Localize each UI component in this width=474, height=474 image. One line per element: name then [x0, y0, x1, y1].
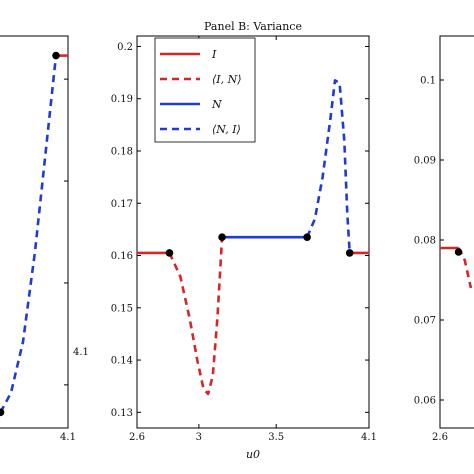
legend-label-i: I	[211, 48, 217, 61]
legend-label-n: N	[211, 98, 222, 111]
left-switch-point	[0, 408, 5, 417]
middle-y-tick-label: 0.2	[117, 42, 133, 53]
right-y-tick-label: 0.1	[420, 76, 436, 87]
legend-box	[154, 37, 256, 143]
legend-label-i-n: ⟨I, N⟩	[212, 73, 242, 86]
right-switch-point	[454, 248, 463, 256]
right-y-tick-label: 0.08	[414, 236, 436, 247]
middle-x-tick-label: 4.1	[361, 432, 377, 443]
middle-x-tick-label: 2.6	[129, 432, 145, 443]
left-x-tick-label: 4.1	[60, 432, 76, 443]
middle-y-tick-label: 0.17	[111, 199, 133, 210]
middle-switch-point	[345, 249, 354, 257]
left-switch-point	[52, 51, 60, 60]
middle-x-tick-label: 3	[196, 432, 202, 443]
middle-x-axis-label: u0	[246, 448, 260, 461]
left-y-tick-label: 4.1	[73, 347, 89, 358]
left-points-group	[0, 51, 60, 417]
right-points-group	[454, 248, 463, 256]
middle-switch-point	[165, 249, 174, 257]
middle-x-tick-label: 3.5	[268, 432, 284, 443]
middle-switch-point	[218, 233, 226, 242]
panel-left: 4.1 4.1	[0, 35, 89, 443]
legend: I ⟨I, N⟩ N ⟨N, I⟩	[154, 37, 256, 143]
middle-y-tick-label: 0.13	[111, 408, 133, 419]
middle-ticks-group: 2.6 3 3.5 4.1 0.13 0.14 0.15 0.16 0.17 0.18 0.19 0.…	[111, 36, 377, 443]
middle-y-tick-label: 0.16	[111, 251, 133, 262]
panel-right: 0.06 0.07 0.08 0.09 0.1 2.6	[414, 35, 474, 443]
right-axes-frame	[439, 35, 474, 429]
left-series-group	[0, 54, 68, 414]
right-y-tick-label: 0.09	[414, 156, 436, 167]
left-series-line	[0, 55, 58, 413]
middle-y-tick-label: 0.15	[111, 303, 133, 314]
middle-y-tick-label: 0.19	[111, 94, 133, 105]
middle-y-tick-label: 0.18	[111, 146, 133, 157]
middle-y-tick-label: 0.14	[111, 356, 133, 367]
panel-middle: Panel B: Variance 2.6 3 3.5 4.1 0.13 0.14 0.15…	[111, 20, 377, 461]
middle-axes-frame	[136, 35, 370, 429]
middle-panel-title: Panel B: Variance	[204, 20, 302, 33]
middle-switch-point	[303, 233, 311, 242]
right-x-tick-label: 2.6	[432, 432, 448, 443]
middle-series-line	[305, 79, 351, 253]
right-y-tick-label: 0.06	[414, 396, 436, 407]
middle-series-line	[168, 237, 224, 396]
right-y-tick-label: 0.07	[414, 316, 436, 327]
right-ticks-group: 0.06 0.07 0.08 0.09 0.1	[414, 76, 444, 428]
middle-series-group	[137, 79, 369, 396]
legend-label-n-i: ⟨N, I⟩	[212, 123, 241, 136]
left-axes-frame	[0, 35, 69, 429]
middle-points-group	[165, 233, 354, 257]
